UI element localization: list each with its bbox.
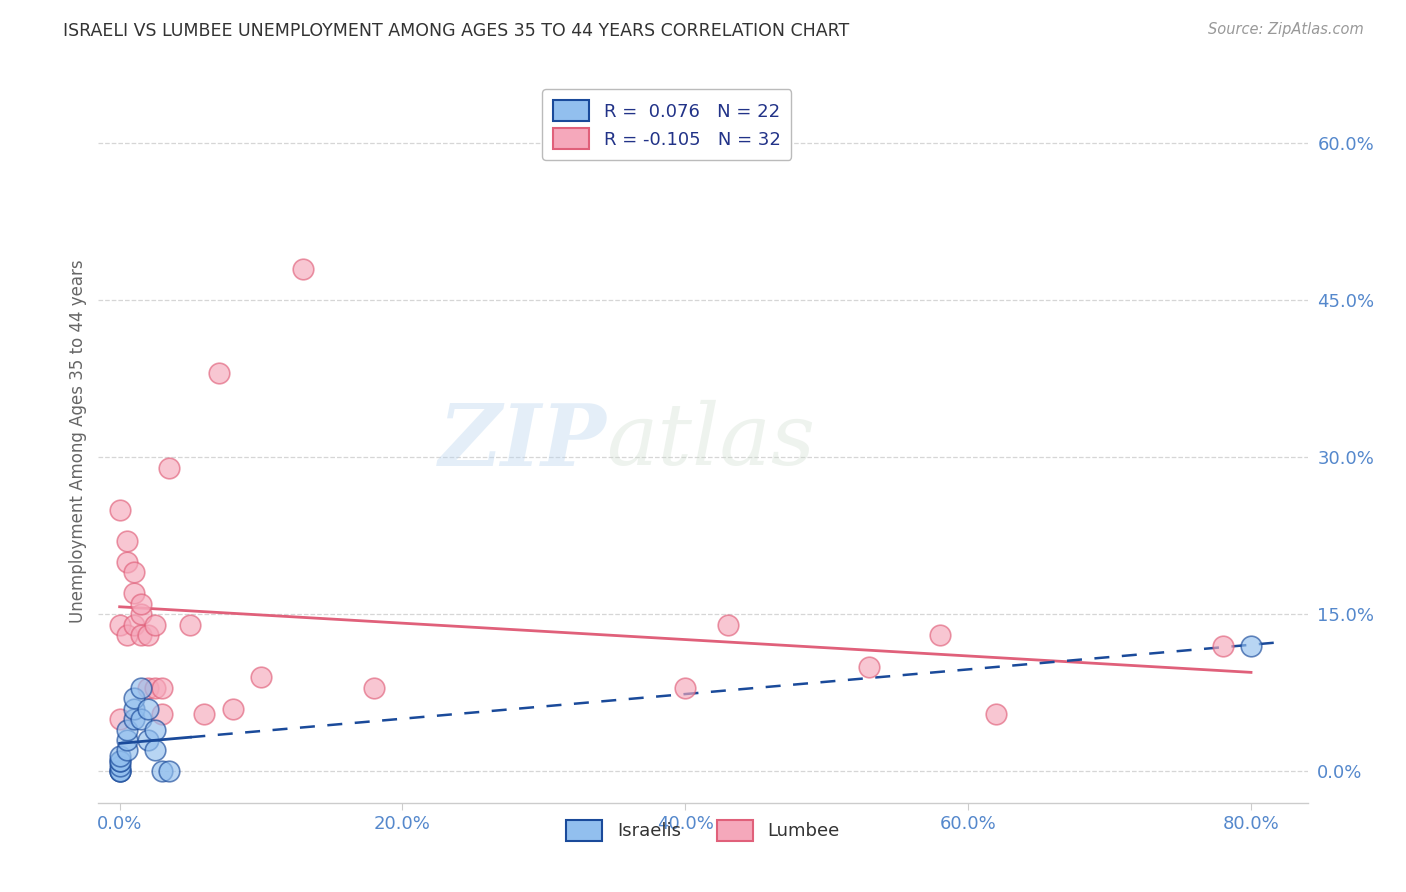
Point — [108, 759, 131, 773]
Point — [143, 681, 166, 695]
Point — [1212, 639, 1234, 653]
Point — [122, 566, 145, 580]
Point — [115, 628, 138, 642]
Point — [157, 764, 180, 779]
Y-axis label: Unemployment Among Ages 35 to 44 years: Unemployment Among Ages 35 to 44 years — [69, 260, 87, 624]
Point — [129, 607, 152, 622]
Point — [143, 743, 166, 757]
Point — [207, 367, 229, 381]
Point — [143, 723, 166, 737]
Point — [122, 586, 145, 600]
Point — [363, 681, 385, 695]
Point — [129, 597, 152, 611]
Point — [179, 617, 201, 632]
Point — [115, 733, 138, 747]
Point — [143, 617, 166, 632]
Point — [115, 555, 138, 569]
Legend: Israelis, Lumbee: Israelis, Lumbee — [560, 813, 846, 848]
Point — [136, 681, 159, 695]
Point — [136, 701, 159, 715]
Point — [136, 733, 159, 747]
Point — [858, 659, 880, 673]
Point — [136, 628, 159, 642]
Text: atlas: atlas — [606, 401, 815, 483]
Point — [108, 764, 131, 779]
Point — [150, 681, 173, 695]
Text: Source: ZipAtlas.com: Source: ZipAtlas.com — [1208, 22, 1364, 37]
Point — [129, 712, 152, 726]
Point — [928, 628, 950, 642]
Point — [115, 743, 138, 757]
Point — [986, 706, 1008, 721]
Point — [108, 764, 131, 779]
Point — [122, 712, 145, 726]
Point — [193, 706, 215, 721]
Point — [122, 701, 145, 715]
Text: ZIP: ZIP — [439, 400, 606, 483]
Point — [129, 681, 152, 695]
Point — [717, 617, 740, 632]
Point — [108, 748, 131, 763]
Point — [157, 460, 180, 475]
Point — [108, 712, 131, 726]
Point — [108, 617, 131, 632]
Point — [108, 502, 131, 516]
Point — [222, 701, 245, 715]
Point — [673, 681, 696, 695]
Point — [129, 628, 152, 642]
Point — [108, 764, 131, 779]
Point — [115, 723, 138, 737]
Point — [108, 754, 131, 768]
Point — [1240, 639, 1263, 653]
Point — [250, 670, 273, 684]
Text: ISRAELI VS LUMBEE UNEMPLOYMENT AMONG AGES 35 TO 44 YEARS CORRELATION CHART: ISRAELI VS LUMBEE UNEMPLOYMENT AMONG AGE… — [63, 22, 849, 40]
Point — [150, 764, 173, 779]
Point — [122, 617, 145, 632]
Point — [292, 261, 315, 276]
Point — [122, 691, 145, 706]
Point — [150, 706, 173, 721]
Point — [108, 754, 131, 768]
Point — [115, 534, 138, 549]
